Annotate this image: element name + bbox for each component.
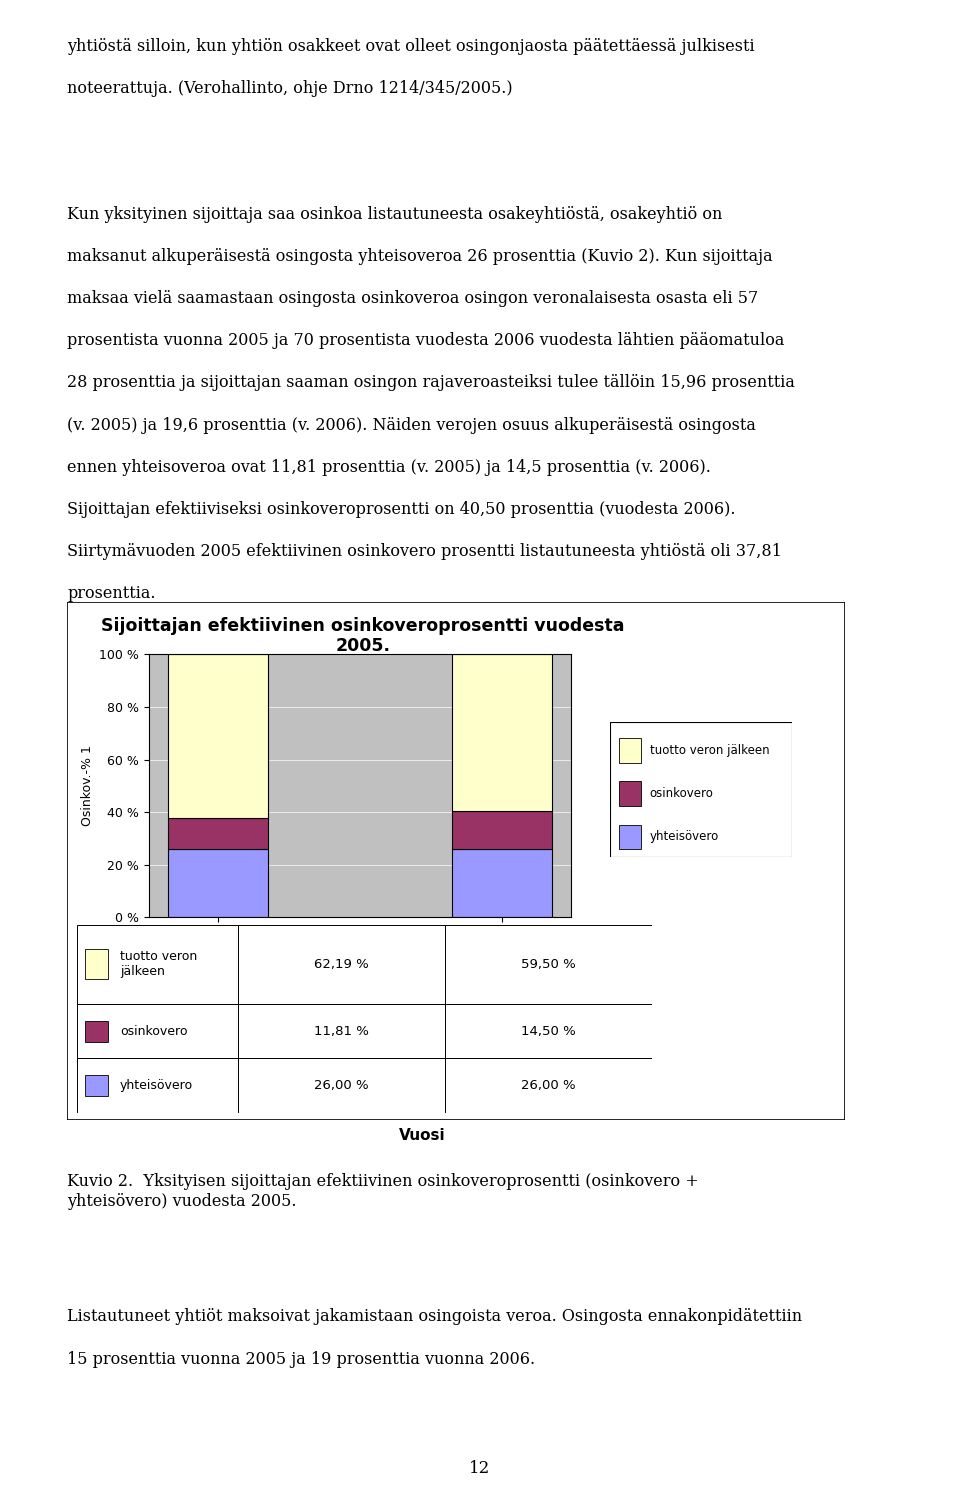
Text: Siirtymävuoden 2005 efektiivinen osinkovero prosentti listautuneesta yhtiöstä ol: Siirtymävuoden 2005 efektiivinen osinkov… (67, 543, 782, 559)
Text: 59,50 %: 59,50 % (521, 958, 576, 972)
Bar (238, 1059, 445, 1113)
Text: 11,81 %: 11,81 % (314, 1024, 369, 1038)
Text: yhtiöstä silloin, kun yhtiön osakkeet ovat olleet osingonjaosta päätettäessä jul: yhtiöstä silloin, kun yhtiön osakkeet ov… (67, 38, 755, 54)
Text: 14,50 %: 14,50 % (521, 1024, 576, 1038)
Bar (77, 1059, 238, 1113)
Bar (168, 818, 268, 848)
Bar (168, 848, 268, 917)
Bar (77, 925, 238, 1005)
Bar (168, 654, 268, 818)
Text: 26,00 %: 26,00 % (314, 1080, 369, 1092)
Text: maksanut alkuperäisestä osingosta yhteisoveroa 26 prosenttia (Kuvio 2). Kun sijo: maksanut alkuperäisestä osingosta yhteis… (67, 248, 773, 265)
Bar (452, 654, 552, 811)
Text: osinkovero: osinkovero (650, 787, 713, 800)
Bar (619, 782, 640, 806)
Text: prosentista vuonna 2005 ja 70 prosentista vuodesta 2006 vuodesta lähtien pääomat: prosentista vuonna 2005 ja 70 prosentist… (67, 332, 784, 349)
Bar (445, 1005, 652, 1059)
Bar (619, 738, 640, 763)
Text: Sijoittajan efektiivinen osinkoveroprosentti vuodesta
2005.: Sijoittajan efektiivinen osinkoveroprose… (101, 617, 624, 656)
Text: maksaa vielä saamastaan osingosta osinkoveroa osingon veronalaisesta osasta eli : maksaa vielä saamastaan osingosta osinko… (67, 290, 758, 307)
Text: 62,19 %: 62,19 % (314, 958, 369, 972)
Text: Kun yksityinen sijoittaja saa osinkoa listautuneesta osakeyhtiöstä, osakeyhtiö o: Kun yksityinen sijoittaja saa osinkoa li… (67, 206, 723, 223)
Y-axis label: Osinkov.-% 1: Osinkov.-% 1 (81, 746, 94, 826)
Text: 12: 12 (469, 1460, 491, 1477)
Bar (452, 848, 552, 917)
Text: ennen yhteisoveroa ovat 11,81 prosenttia (v. 2005) ja 14,5 prosenttia (v. 2006).: ennen yhteisoveroa ovat 11,81 prosenttia… (67, 459, 711, 475)
Text: 28 prosenttia ja sijoittajan saaman osingon rajaveroasteiksi tulee tällöin 15,96: 28 prosenttia ja sijoittajan saaman osin… (67, 374, 795, 391)
Bar (445, 1059, 652, 1113)
Text: Vuosi: Vuosi (398, 1128, 445, 1143)
Text: Sijoittajan efektiiviseksi osinkoveroprosentti on 40,50 prosenttia (vuodesta 200: Sijoittajan efektiiviseksi osinkoveropro… (67, 501, 735, 517)
Text: yhteisövero: yhteisövero (120, 1080, 193, 1092)
Bar (77, 1005, 238, 1059)
Bar (238, 925, 445, 1005)
Text: noteerattuja. (Verohallinto, ohje Drno 1214/345/2005.): noteerattuja. (Verohallinto, ohje Drno 1… (67, 80, 513, 96)
Text: Kuvio 2.  Yksityisen sijoittajan efektiivinen osinkoveroprosentti (osinkovero +
: Kuvio 2. Yksityisen sijoittajan efektiiv… (67, 1173, 699, 1209)
Text: osinkovero: osinkovero (120, 1024, 187, 1038)
Bar (85, 1075, 108, 1096)
Text: tuotto veron jälkeen: tuotto veron jälkeen (650, 744, 769, 757)
Text: tuotto veron
jälkeen: tuotto veron jälkeen (120, 951, 197, 979)
Text: yhteisövero: yhteisövero (650, 830, 719, 844)
Text: Listautuneet yhtiöt maksoivat jakamistaan osingoista veroa. Osingosta ennakonpid: Listautuneet yhtiöt maksoivat jakamistaa… (67, 1308, 803, 1325)
Bar (445, 925, 652, 1005)
Bar (85, 949, 108, 979)
Bar (238, 1005, 445, 1059)
Text: 15 prosenttia vuonna 2005 ja 19 prosenttia vuonna 2006.: 15 prosenttia vuonna 2005 ja 19 prosentt… (67, 1351, 536, 1367)
Text: 26,00 %: 26,00 % (521, 1080, 576, 1092)
Bar (619, 824, 640, 850)
Text: prosenttia.: prosenttia. (67, 585, 156, 602)
Bar (452, 811, 552, 848)
Text: (v. 2005) ja 19,6 prosenttia (v. 2006). Näiden verojen osuus alkuperäisestä osin: (v. 2005) ja 19,6 prosenttia (v. 2006). … (67, 417, 756, 433)
Bar (85, 1021, 108, 1042)
